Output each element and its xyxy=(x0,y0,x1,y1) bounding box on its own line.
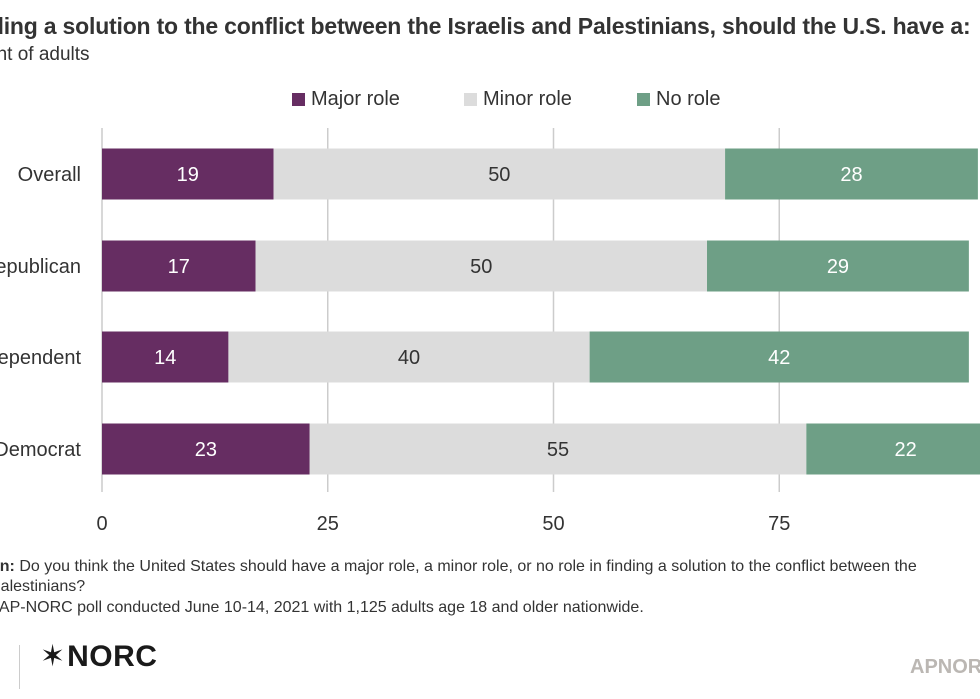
x-tick-label-75: 75 xyxy=(768,513,790,535)
bar-major xyxy=(102,240,256,292)
data-label-minor: 55 xyxy=(547,439,569,461)
legend-swatch-major xyxy=(292,92,305,106)
bar-major xyxy=(102,148,274,200)
data-label-none: 28 xyxy=(840,164,862,186)
data-label-minor: 50 xyxy=(470,256,492,278)
bar-none xyxy=(589,331,969,383)
norc-star-icon: ✶ xyxy=(40,640,66,673)
bar-none xyxy=(707,240,969,292)
norc-logo-text: NORC xyxy=(67,640,158,673)
bar-minor xyxy=(273,148,726,200)
data-label-major: 23 xyxy=(195,439,217,461)
data-label-none: 29 xyxy=(827,256,849,278)
category-label: Democrat xyxy=(0,439,81,461)
legend-swatch-none xyxy=(637,92,650,106)
x-tick-label-25: 25 xyxy=(317,513,339,535)
data-label-major: 19 xyxy=(177,164,199,186)
legend-item-major: Major role xyxy=(292,87,400,111)
norc-logo: ✶ NORC xyxy=(40,640,157,674)
apnorc-logo-text: APNOR xyxy=(910,656,980,678)
question-note: on: Do you think the United States shoul… xyxy=(0,556,917,577)
legend-item-minor: Minor role xyxy=(464,87,572,111)
bar-major xyxy=(102,423,310,475)
footer-divider xyxy=(19,645,20,689)
source-note: : AP-NORC poll conducted June 10-14, 202… xyxy=(0,597,644,618)
chart-subtitle: ent of adults xyxy=(0,44,90,65)
question-note-cont: Palestinians? xyxy=(0,576,85,597)
bar-minor xyxy=(309,423,807,475)
question-label: on: xyxy=(0,558,15,575)
source-text: AP-NORC poll conducted June 10-14, 2021 … xyxy=(0,599,644,616)
legend-label-minor: Minor role xyxy=(483,87,572,110)
category-label: epublican xyxy=(0,256,81,278)
data-label-none: 42 xyxy=(768,347,790,369)
data-label-minor: 40 xyxy=(398,347,420,369)
data-label-major: 17 xyxy=(168,256,190,278)
x-tick-label-50: 50 xyxy=(542,513,564,535)
legend-item-none: No role xyxy=(637,87,720,111)
legend-label-none: No role xyxy=(656,87,721,110)
category-label: ependent xyxy=(0,347,81,369)
bar-none xyxy=(725,148,978,200)
data-label-none: 22 xyxy=(895,439,917,461)
category-label: Overall xyxy=(18,164,81,186)
bar-minor xyxy=(228,331,590,383)
legend-label-major: Major role xyxy=(311,87,400,110)
x-tick-label-0: 0 xyxy=(96,513,107,535)
data-label-minor: 50 xyxy=(488,164,510,186)
question-text: Do you think the United States should ha… xyxy=(14,558,917,575)
data-label-major: 14 xyxy=(154,347,176,369)
footer: ✶ NORC APNOR xyxy=(0,640,980,699)
bar-major xyxy=(102,331,229,383)
bar-none xyxy=(806,423,980,475)
stacked-bar-chart: 0 25 50 75 Overall 19 50 28 epublican 17 50 29 epend… xyxy=(0,128,980,535)
chart-title: nding a solution to the conflict between… xyxy=(0,13,971,39)
question-text-cont: Palestinians? xyxy=(0,578,86,595)
legend-swatch-minor xyxy=(464,92,477,106)
bar-minor xyxy=(255,240,708,292)
